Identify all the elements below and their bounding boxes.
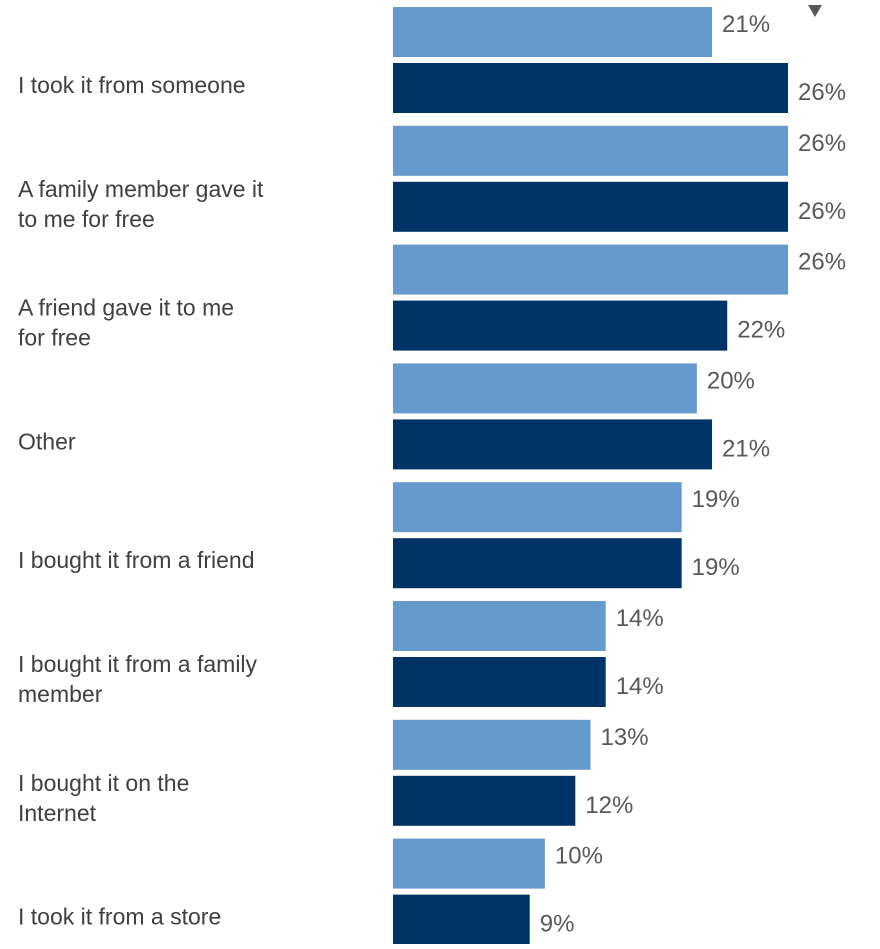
data-label: 22% [737,317,785,344]
category-label: Internet [18,800,97,826]
category-label: I bought it from a family [18,651,258,677]
bar-light [393,719,591,770]
data-label: 26% [798,198,846,225]
bar-light [393,7,713,57]
data-label: 26% [798,79,846,106]
bar-light [393,601,606,651]
data-label: 12% [585,792,633,819]
data-label: 21% [722,435,770,462]
bar-dark [393,419,713,470]
data-label: 26% [798,249,846,276]
category-label: Other [18,428,76,454]
data-label: 21% [722,11,770,38]
bar-dark [393,538,682,589]
data-label: 13% [601,724,649,751]
data-label: 20% [707,367,755,394]
bar-light [393,482,682,533]
category-label: I took it from a store [18,904,221,930]
bars [393,7,788,945]
data-label: 19% [692,554,740,581]
data-label: 26% [798,130,846,157]
category-label: I took it from someone [18,72,246,98]
data-label: 14% [616,673,664,700]
bar-dark [393,63,788,113]
category-label: A family member gave it [18,176,264,202]
data-label: 19% [692,486,740,513]
data-label: 10% [555,843,603,870]
bar-dark [393,181,788,232]
category-label: I bought it from a friend [18,547,255,573]
bar-dark [393,775,576,826]
bar-light [393,244,788,295]
triangle-down-icon [808,5,822,17]
category-label: I bought it on the [18,770,189,796]
category-label: member [18,681,103,707]
bar-light [393,363,697,414]
bar-light [393,125,788,176]
bar-dark [393,894,530,945]
category-labels: I took it from someone A family member ga… [18,72,264,930]
category-label: to me for free [18,206,155,232]
bar-dark [393,657,606,707]
data-labels: 21% 26% 26% 26% 26% 22% 20% 21% 19% 19% 14% 14% 13% 1… [540,11,846,938]
category-label: A friend gave it to me [18,295,234,321]
data-label: 14% [616,605,664,632]
data-label: 9% [540,911,575,938]
bar-light [393,838,545,889]
bar-dark [393,300,728,351]
category-label: for free [18,325,91,351]
